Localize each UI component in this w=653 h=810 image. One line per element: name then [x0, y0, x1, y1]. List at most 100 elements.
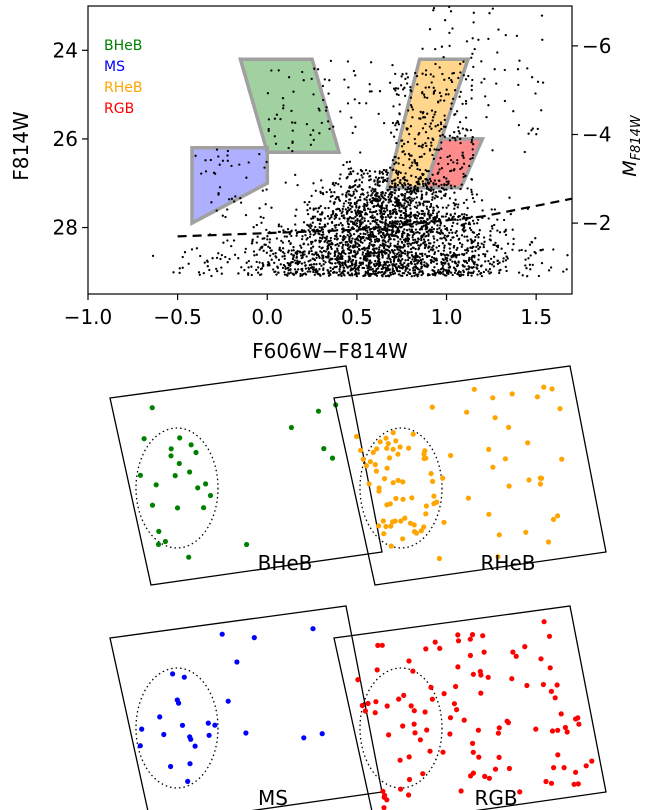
star-point: [365, 198, 368, 202]
star-point: [389, 258, 392, 261]
member-star: [410, 668, 416, 674]
star-point: [301, 274, 304, 277]
star-point: [401, 274, 404, 278]
star-point: [349, 245, 352, 248]
star-point: [464, 134, 467, 137]
star-point: [539, 249, 543, 252]
star-point: [384, 220, 387, 224]
star-point: [266, 238, 269, 241]
star-point: [444, 215, 447, 218]
member-star: [362, 708, 368, 714]
star-point: [417, 273, 420, 276]
star-point: [281, 250, 285, 254]
star-point: [402, 265, 405, 269]
star-point: [274, 142, 278, 145]
star-point: [368, 268, 371, 271]
star-point: [453, 207, 456, 210]
star-point: [392, 87, 396, 90]
star-point: [562, 270, 565, 273]
star-point: [492, 261, 495, 264]
star-point: [477, 232, 481, 236]
star-point: [388, 216, 392, 219]
member-star: [490, 464, 496, 470]
star-point: [396, 236, 400, 239]
star-point: [506, 257, 509, 260]
star-point: [279, 249, 283, 252]
star-point: [361, 176, 364, 179]
star-point: [536, 127, 539, 131]
star-point: [226, 149, 230, 153]
star-point: [283, 252, 286, 255]
member-star: [513, 653, 519, 659]
star-point: [323, 240, 326, 243]
member-star: [288, 424, 294, 431]
star-point: [418, 168, 422, 172]
star-point: [421, 272, 425, 275]
star-point: [361, 251, 365, 254]
star-point: [479, 272, 482, 276]
star-point: [341, 231, 344, 234]
star-point: [204, 170, 208, 173]
member-star: [496, 754, 502, 760]
star-point: [384, 266, 387, 269]
star-point: [367, 273, 370, 276]
member-star: [541, 384, 547, 390]
star-point: [375, 237, 379, 240]
star-point: [376, 192, 379, 195]
member-star: [397, 757, 403, 763]
star-point: [336, 249, 339, 252]
star-point: [493, 223, 496, 227]
star-point: [339, 173, 342, 176]
star-point: [424, 73, 428, 76]
star-point: [453, 130, 456, 134]
star-point: [440, 261, 443, 264]
star-point: [459, 218, 462, 221]
star-point: [390, 195, 393, 199]
star-point: [262, 264, 265, 268]
star-point: [462, 230, 466, 233]
star-point: [309, 240, 313, 244]
star-point: [333, 270, 336, 274]
star-point: [484, 260, 487, 263]
star-point: [359, 236, 362, 239]
star-point: [288, 232, 291, 236]
star-point: [427, 209, 430, 212]
star-point: [286, 227, 290, 231]
star-point: [403, 194, 406, 198]
star-point: [379, 215, 383, 218]
star-point: [354, 74, 357, 77]
member-star: [509, 391, 515, 397]
member-star: [170, 671, 176, 677]
star-point: [472, 21, 475, 24]
star-point: [353, 209, 357, 212]
star-point: [305, 122, 309, 126]
star-point: [300, 246, 303, 249]
panel-frame: [333, 365, 607, 586]
star-point: [453, 212, 457, 215]
star-point: [375, 200, 378, 203]
star-point: [309, 233, 312, 236]
member-star: [538, 656, 544, 662]
star-point: [445, 206, 448, 209]
star-point: [318, 256, 321, 260]
star-point: [321, 231, 325, 234]
star-point: [470, 266, 473, 269]
star-point: [463, 235, 466, 238]
star-point: [329, 245, 333, 249]
star-point: [443, 194, 447, 198]
star-point: [262, 216, 265, 220]
star-point: [415, 206, 418, 210]
star-point: [187, 262, 190, 265]
star-point: [436, 224, 439, 227]
star-point: [347, 86, 350, 89]
star-point: [440, 127, 443, 131]
member-star: [380, 788, 386, 794]
star-point: [484, 268, 488, 271]
star-point: [471, 153, 475, 157]
star-point: [329, 273, 332, 277]
star-point: [407, 109, 410, 112]
star-point: [230, 164, 233, 168]
star-point: [312, 233, 315, 237]
star-point: [307, 268, 311, 271]
star-point: [422, 93, 426, 96]
